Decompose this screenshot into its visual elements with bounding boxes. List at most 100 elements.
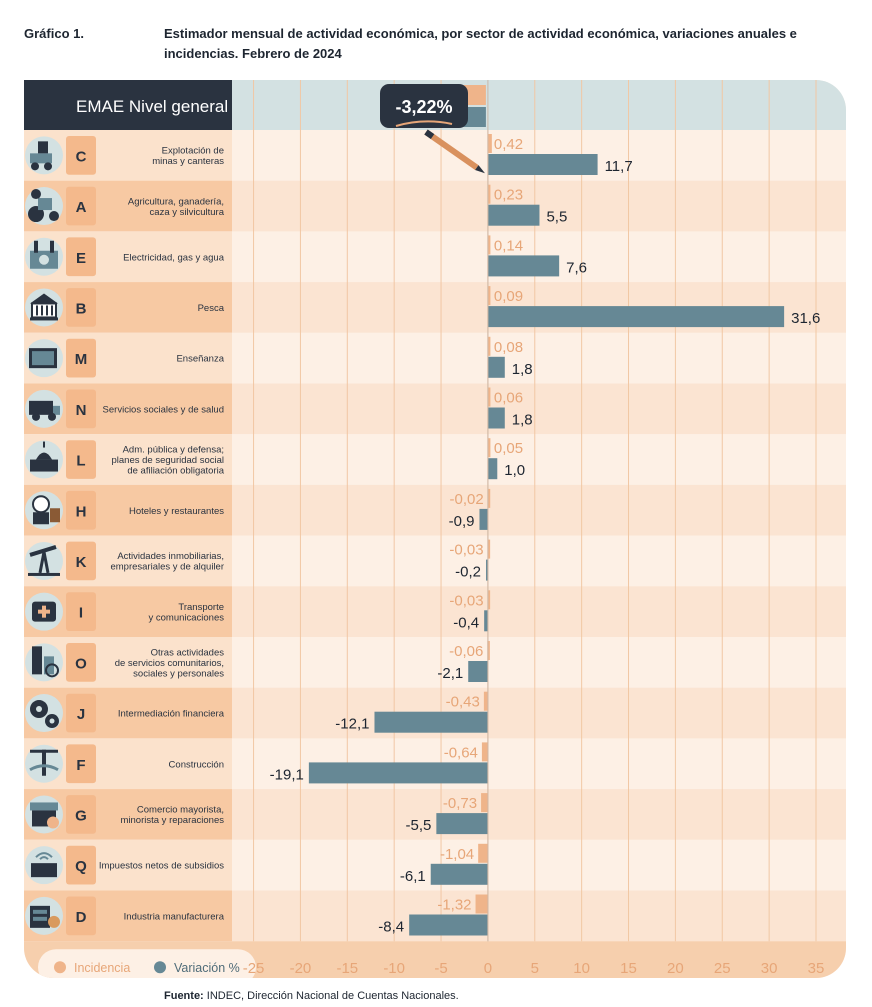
- legend-label-incidencia: Incidencia: [74, 961, 130, 975]
- sector-name: Actividades inmobiliarias,: [117, 551, 224, 562]
- variacion-label: 7,6: [566, 259, 587, 276]
- sector-row-e: E Electricidad, gas y agua 0,14 7,6: [25, 235, 587, 277]
- sector-name: Enseñanza: [176, 354, 224, 365]
- incidencia-bar: [478, 843, 488, 863]
- icon-part: [36, 706, 42, 713]
- incidencia-bar: [487, 539, 491, 559]
- legend-marker-incidencia: [54, 961, 66, 974]
- icon-part: [48, 412, 56, 421]
- sector-code: O: [75, 655, 87, 672]
- incidencia-bar: [487, 387, 491, 407]
- incidencia-label: -1,32: [437, 897, 471, 914]
- icon-part: [33, 916, 47, 921]
- sector-code-badge: [66, 744, 96, 784]
- icon-part: [30, 749, 58, 753]
- sector-code: M: [75, 351, 88, 368]
- icon-part: [32, 351, 54, 366]
- sector-code: I: [79, 605, 83, 622]
- icon-part: [49, 211, 59, 222]
- sector-name: empresariales y de alquiler: [110, 562, 224, 573]
- sector-name: Explotación de: [162, 146, 224, 157]
- x-tick-label: 15: [620, 960, 637, 977]
- sector-code-badge: [66, 896, 96, 936]
- legend-pill: [38, 949, 256, 978]
- incidencia-bar: [487, 438, 491, 458]
- variacion-bar: [487, 255, 560, 277]
- icon-part: [41, 305, 43, 316]
- variacion-label: 11,7: [605, 158, 633, 175]
- variacion-bar: [374, 711, 488, 733]
- sector-code: Q: [75, 858, 87, 875]
- sector-code-badge: [66, 288, 96, 327]
- icon-part: [34, 240, 38, 253]
- variacion-label: -0,9: [449, 513, 475, 530]
- sector-code: N: [76, 402, 87, 419]
- x-tick-label: -15: [336, 960, 358, 977]
- icon-part: [48, 915, 60, 928]
- sector-row-h: H Hoteles y restaurantes -0,02 -0,9: [25, 488, 491, 530]
- icon-part: [45, 663, 59, 678]
- variacion-bar: [487, 407, 505, 429]
- icon-part: [32, 646, 42, 675]
- icon-part: [36, 452, 52, 460]
- sector-name: Industria manufacturera: [124, 911, 225, 922]
- sector-name: Adm. pública y defensa;: [123, 445, 224, 456]
- sector-code-badge: [66, 592, 96, 631]
- incidencia-bar: [487, 590, 491, 610]
- sector-code-badge: [66, 440, 96, 479]
- x-tick-label: 20: [667, 960, 684, 977]
- incidencia-label: -0,02: [450, 491, 484, 508]
- legend-label-variacion: Variación %: [174, 961, 240, 975]
- icon-part: [44, 162, 52, 171]
- incidencia-bar: [483, 691, 488, 711]
- sector-name: minas y canteras: [152, 156, 224, 167]
- icon-part: [32, 495, 50, 514]
- sector-name: planes de seguridad social: [112, 455, 225, 466]
- sector-name: sociales y personales: [133, 668, 224, 679]
- incidencia-label: -0,73: [443, 795, 477, 812]
- icon-part: [32, 412, 40, 421]
- sector-name: Hoteles y restaurantes: [129, 506, 224, 517]
- incidencia-bar: [487, 336, 491, 356]
- sector-name: Impuestos netos de subsidios: [99, 861, 224, 872]
- icon-part: [30, 459, 58, 472]
- sector-code: D: [76, 909, 87, 926]
- incidencia-label: -0,43: [446, 694, 480, 711]
- icon-part: [50, 240, 54, 253]
- sector-code-badge: [66, 845, 96, 885]
- x-tick-label: 5: [531, 960, 539, 977]
- incidencia-bar: [481, 793, 488, 813]
- sector-name: de afiliación obligatoria: [127, 466, 224, 477]
- icon-part: [49, 718, 55, 724]
- source-label: Fuente:: [164, 990, 204, 1002]
- sector-row-j: J Intermediación financiera -0,43 -12,1: [25, 691, 488, 733]
- incidencia-label: 0,14: [494, 237, 523, 254]
- icon-part: [35, 852, 53, 858]
- chart-svg: EMAE Nivel general -25 -20 -15 -10 -5 0 5 10 15 20…: [24, 80, 846, 978]
- icon-part: [29, 764, 59, 772]
- icon-part: [33, 909, 47, 914]
- icon-part: [42, 749, 46, 776]
- icon-part: [28, 572, 60, 576]
- variacion-bar: [487, 306, 785, 328]
- icon-part: [30, 802, 58, 811]
- figure-title: Estimador mensual de actividad económica…: [164, 26, 797, 61]
- x-tick-label: 30: [761, 960, 778, 977]
- header-corner: [24, 80, 64, 130]
- incidencia-label: 0,09: [494, 288, 523, 305]
- icon-part: [53, 405, 60, 415]
- sector-code: E: [76, 250, 86, 267]
- x-tick-label: 10: [573, 960, 590, 977]
- icon-part: [46, 305, 48, 316]
- sector-name: de servicios comunitarios,: [115, 658, 224, 669]
- variacion-bar: [468, 661, 488, 682]
- variacion-bar: [487, 458, 498, 480]
- x-tick-label: -5: [434, 960, 447, 977]
- incidencia-bar: [487, 235, 491, 255]
- variacion-bar: [487, 204, 540, 226]
- x-tick-label: 25: [714, 960, 731, 977]
- sector-code: F: [76, 757, 85, 774]
- variacion-bar: [484, 610, 488, 632]
